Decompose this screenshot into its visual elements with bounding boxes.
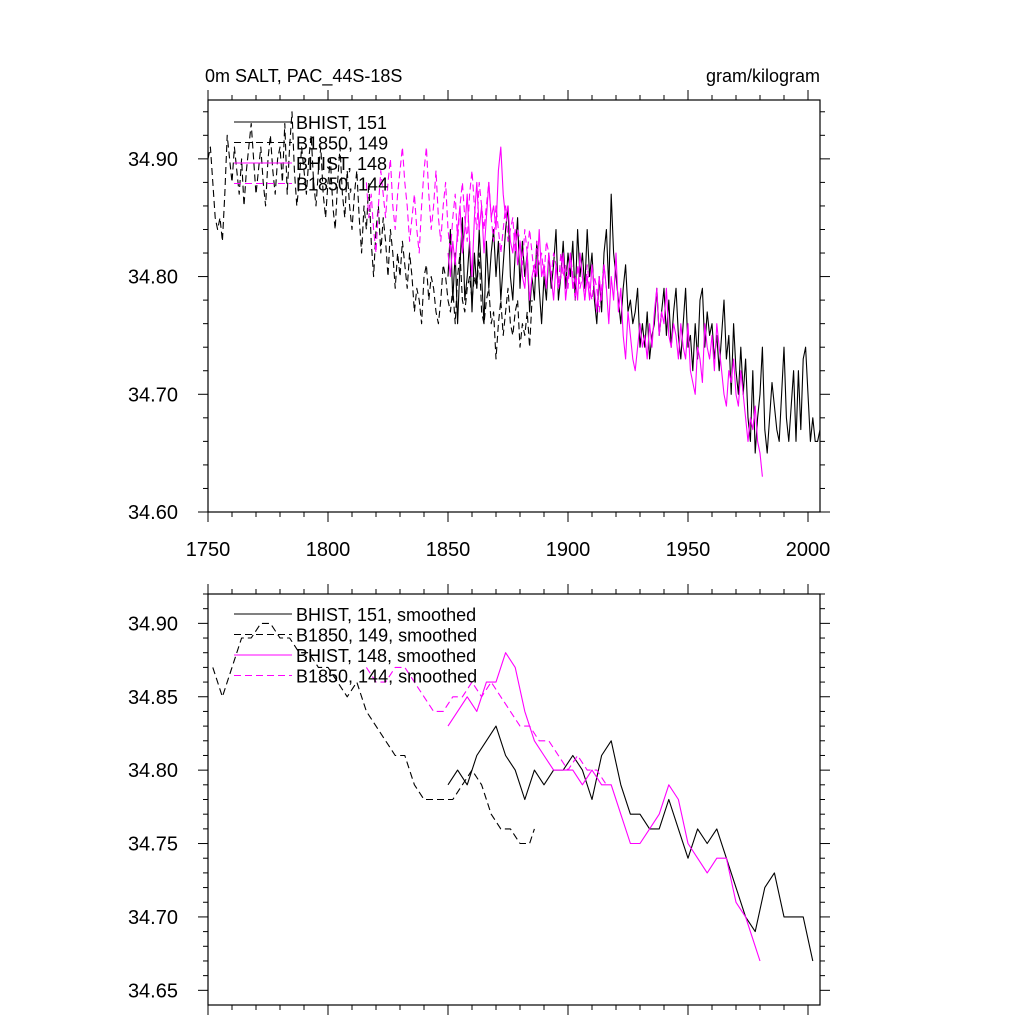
x-tick-label: 1900 <box>546 539 591 561</box>
y-tick-label: 34.90 <box>128 149 178 171</box>
top-panel-ticks: 1750 1800 1850 1900 1950 2000 34.60 34.70 34.80 3… <box>128 90 830 561</box>
y-tick-label: 34.65 <box>128 980 178 1002</box>
series-line-1 <box>447 193 821 454</box>
legend-label: BHIST, 148, smoothed <box>296 646 476 666</box>
legend-label: B1850, 144, smoothed <box>296 667 477 687</box>
legend-label: B1850, 144 <box>296 175 388 195</box>
x-tick-label: 1950 <box>666 539 711 561</box>
y-tick-label: 34.75 <box>128 834 178 856</box>
legend-label: B1850, 149 <box>296 134 388 154</box>
series-line-1 <box>447 725 814 962</box>
series-line-4 <box>365 666 607 786</box>
series-line-3 <box>447 652 761 962</box>
legend-label: BHIST, 148 <box>296 154 387 174</box>
y-tick-label: 34.70 <box>128 907 178 929</box>
legend-label: BHIST, 151, smoothed <box>296 605 476 625</box>
bottom-panel: 34.65 34.70 34.75 34.80 34.85 34.90 BHIST, 15… <box>128 584 830 1015</box>
y-tick-label: 34.85 <box>128 687 178 709</box>
x-tick-label: 2000 <box>786 539 831 561</box>
y-tick-label: 34.80 <box>128 267 178 289</box>
top-panel-frame <box>207 99 821 513</box>
series-line-4 <box>365 146 607 313</box>
y-tick-label: 34.90 <box>128 613 178 635</box>
x-tick-label: 1750 <box>186 539 231 561</box>
x-tick-label: 1800 <box>306 539 351 561</box>
top-panel-series <box>207 111 821 477</box>
x-tick-label: 1850 <box>426 539 471 561</box>
legend-label: B1850, 149, smoothed <box>296 626 477 646</box>
top-panel-title: 0m SALT, PAC_44S-18S <box>205 66 402 87</box>
bottom-panel-series <box>212 622 814 962</box>
top-panel-units: gram/kilogram <box>706 66 820 86</box>
series-line-2 <box>212 622 535 845</box>
bottom-panel-ticks: 34.65 34.70 34.75 34.80 34.85 34.90 <box>128 584 830 1015</box>
bottom-panel-frame <box>207 593 821 1006</box>
y-tick-label: 34.60 <box>128 502 178 524</box>
legend-label: BHIST, 151 <box>296 113 387 133</box>
series-line-2 <box>207 111 533 360</box>
y-tick-label: 34.80 <box>128 760 178 782</box>
top-panel: 0m SALT, PAC_44S-18S gram/kilogram 1750 1… <box>128 66 830 561</box>
y-tick-label: 34.70 <box>128 384 178 406</box>
